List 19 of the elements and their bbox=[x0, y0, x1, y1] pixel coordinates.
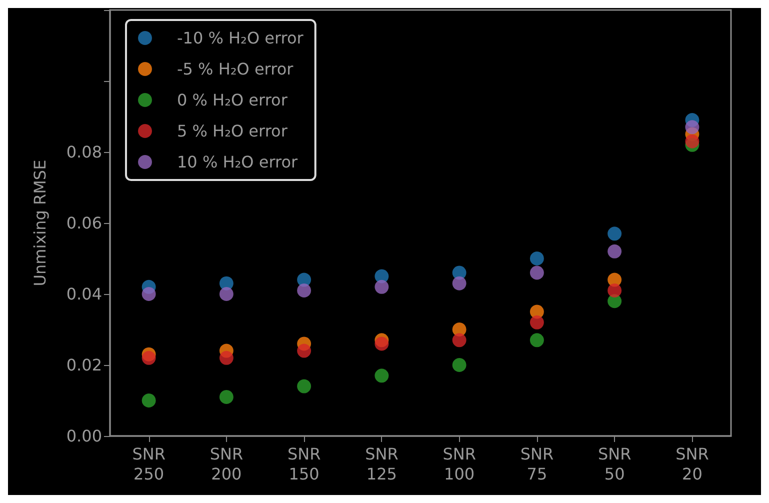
legend-label: -5 % H₂O error bbox=[177, 60, 294, 78]
legend-label: -10 % H₂O error bbox=[177, 28, 304, 48]
legend-label: 5 % H₂O error bbox=[177, 122, 288, 140]
y-axis-title: Unmixing RMSE bbox=[30, 160, 50, 286]
y-tick-label: 0.02 bbox=[66, 356, 102, 374]
x-tick-label: SNR 50 bbox=[598, 444, 632, 484]
x-tick-label: SNR 75 bbox=[520, 444, 554, 484]
x-tick-label: SNR 150 bbox=[287, 444, 321, 484]
y-tick-label: 0.00 bbox=[66, 426, 102, 446]
x-tick-label: SNR 20 bbox=[676, 444, 709, 484]
legend-label: 0 % H₂O error bbox=[177, 90, 288, 110]
y-tick-label: 0.04 bbox=[66, 284, 102, 304]
legend-label: 10 % H₂O error bbox=[177, 152, 298, 172]
y-tick-label: 0.06 bbox=[66, 214, 102, 232]
x-tick-label: SNR 200 bbox=[210, 444, 244, 484]
x-tick-label: SNR 100 bbox=[442, 444, 476, 484]
x-tick-label: SNR 250 bbox=[132, 444, 166, 484]
x-tick-label: SNR 125 bbox=[365, 444, 398, 484]
y-tick-label: 0.08 bbox=[66, 142, 102, 162]
